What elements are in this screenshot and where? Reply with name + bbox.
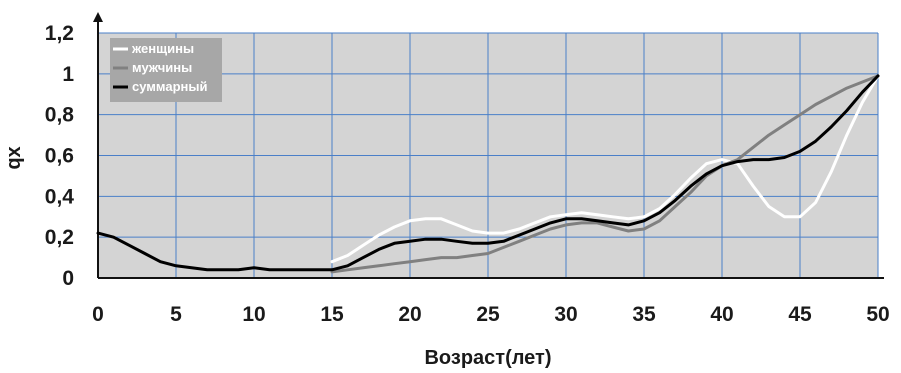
legend-box <box>110 38 222 102</box>
series-line-1 <box>330 74 880 274</box>
series-line-2 <box>96 74 880 272</box>
y-tick-label: 0,8 <box>45 104 75 127</box>
legend-label-0: женщины <box>131 41 194 56</box>
x-tick-label: 20 <box>398 303 421 326</box>
x-tick-label: 0 <box>92 303 104 326</box>
x-tick-label: 15 <box>320 303 344 326</box>
x-tick-label: 35 <box>632 303 656 326</box>
y-axis-title: qx <box>3 146 25 169</box>
x-tick-label: 45 <box>788 303 812 326</box>
x-tick-label: 40 <box>710 303 733 326</box>
y-tick-label: 0,2 <box>45 226 74 249</box>
legend-label-1: мужчины <box>132 60 192 75</box>
y-tick-label: 0,6 <box>45 145 74 168</box>
x-tick-label: 5 <box>170 303 182 326</box>
x-tick-labels: 0 5 10 15 20 25 30 35 40 45 50 <box>92 303 890 326</box>
x-tick-label: 50 <box>866 303 889 326</box>
y-axis-arrow <box>93 12 103 22</box>
y-tick-label: 0 <box>62 267 74 290</box>
legend-label-2: суммарный <box>132 79 207 94</box>
y-tick-label: 1,2 <box>45 22 74 45</box>
gridlines <box>97 32 879 279</box>
legend: женщины мужчины суммарный <box>110 38 222 102</box>
series-lines <box>96 74 880 274</box>
y-tick-label: 0,4 <box>45 185 75 208</box>
y-tick-label: 1 <box>62 63 74 86</box>
x-tick-label: 10 <box>242 303 265 326</box>
x-tick-label: 30 <box>554 303 577 326</box>
y-tick-labels: 0 0,2 0,4 0,6 0,8 1 1,2 <box>45 22 75 290</box>
x-tick-label: 25 <box>476 303 500 326</box>
series-line-0 <box>330 74 880 264</box>
x-axis-title: Возраст(лет) <box>424 347 551 369</box>
